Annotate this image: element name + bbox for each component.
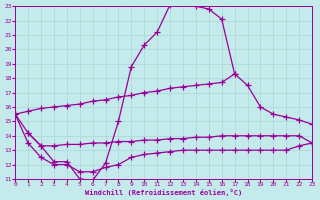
X-axis label: Windchill (Refroidissement éolien,°C): Windchill (Refroidissement éolien,°C) xyxy=(85,189,242,196)
